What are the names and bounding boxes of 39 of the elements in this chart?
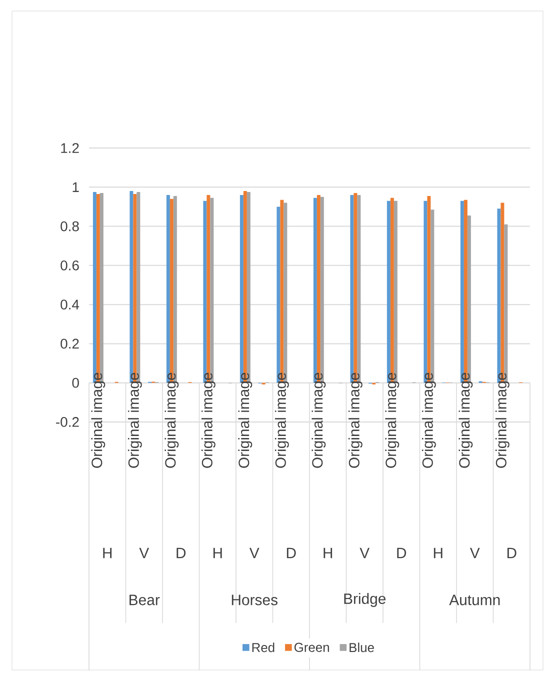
x-tick-label: Original image <box>458 372 473 468</box>
text: H <box>434 548 442 558</box>
text: D <box>507 548 516 558</box>
x-tick-label: Original image <box>385 372 400 468</box>
x-tick-label: Original image <box>312 372 326 468</box>
text: V <box>139 548 150 558</box>
y-tick-label: 0.6 <box>60 260 79 270</box>
text: D <box>397 548 406 558</box>
text: H <box>213 548 222 558</box>
y-tick-label: 0 <box>72 378 79 388</box>
x-tick-label: Original image <box>91 372 106 468</box>
text: H <box>103 548 112 558</box>
x-tick-label: Original image <box>128 372 142 468</box>
text: H <box>324 548 332 558</box>
y-tick-label: 0.8 <box>60 221 79 232</box>
text: Bridge <box>344 593 386 607</box>
text: V <box>249 548 260 558</box>
x-tick-label: Original image <box>422 372 436 468</box>
y-tick-label: 1 <box>72 182 79 192</box>
legend-label: Green <box>294 642 329 652</box>
y-tick-label: 1.2 <box>61 143 79 153</box>
x-tick-label: Original image <box>201 372 216 468</box>
x-tick-label: Original image <box>238 372 252 468</box>
legend-label: Blue <box>350 642 374 652</box>
text: Horses <box>232 594 278 606</box>
text: D <box>176 548 186 558</box>
x-tick-label: Original image <box>274 372 289 468</box>
text: Bear <box>130 594 160 606</box>
legend-label: Red <box>252 642 274 652</box>
x-tick-label: Original image <box>164 372 179 468</box>
x-tick-label: Original image <box>495 372 510 468</box>
y-tick-label: 0.4 <box>60 300 80 310</box>
y-tick-label: -0.2 <box>56 417 79 427</box>
y-tick-label: 0.2 <box>60 338 79 349</box>
text: Autumn <box>449 594 500 606</box>
text: V <box>470 548 480 558</box>
text: D <box>286 548 296 558</box>
x-tick-label: Original image <box>348 372 362 468</box>
text: V <box>360 548 370 558</box>
